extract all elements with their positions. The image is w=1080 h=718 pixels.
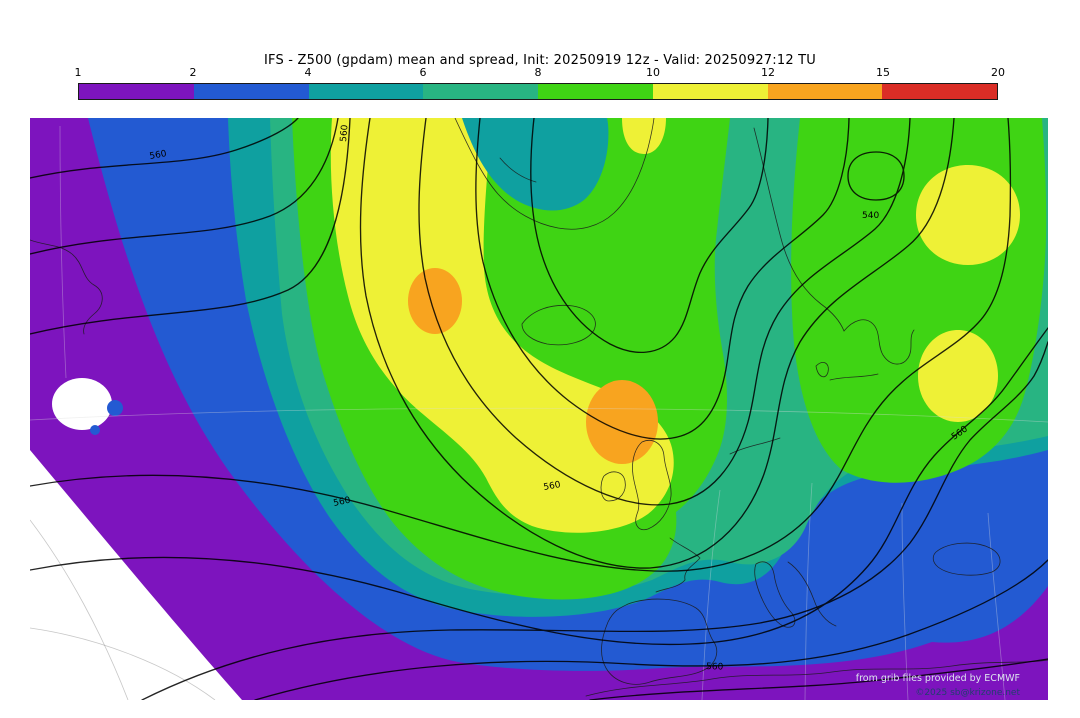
z500-contours (30, 118, 1048, 700)
z500-contour (359, 118, 955, 569)
map-canvas: 560 560 540 560 560 560 560 from grib fi… (30, 118, 1048, 700)
spread-region-orange-1 (408, 268, 462, 334)
colorbar-tick: 15 (876, 66, 890, 79)
z500-contour (475, 118, 850, 440)
z500-contour (30, 118, 1012, 572)
colorbar-tick: 20 (991, 66, 1005, 79)
ireland-coast (600, 471, 626, 502)
colorbar-tick: 10 (646, 66, 660, 79)
spread-region-yellow-topcenter (622, 118, 666, 154)
colorbar-segment (79, 84, 194, 99)
greenland-fjords (499, 157, 537, 183)
britain-coast (632, 439, 672, 531)
chart-title: IFS - Z500 (gpdam) mean and spread, Init… (264, 53, 816, 68)
colorbar-tick: 4 (304, 66, 312, 79)
z500-contour (30, 118, 351, 335)
colorbar-segment (193, 84, 309, 99)
iberia-coast (601, 598, 718, 685)
iceland-coast (521, 304, 596, 346)
colorbar-segment (538, 84, 653, 99)
colorbar-ticks: 1 2 4 6 8 10 12 15 20 (74, 66, 1006, 83)
spread-dot-blue (90, 425, 100, 435)
spread-region-green-right (791, 118, 1047, 483)
colorbar-segment (882, 84, 997, 99)
spread-region-orange-2 (586, 380, 658, 464)
z500-contour (30, 118, 339, 255)
baltic-coast (843, 319, 915, 365)
north-africa-coast (585, 659, 1048, 697)
colorbar: 1 2 4 6 8 10 12 15 20 (74, 66, 1006, 100)
coastlines (30, 118, 1048, 697)
norway-coast (753, 127, 845, 332)
z500-contour (418, 118, 911, 506)
balkan-coast (787, 561, 837, 627)
attribution-line2: ©2025 sb@krizone.net (915, 688, 1020, 698)
contour-label: 540 (862, 211, 879, 221)
colorbar-segment (423, 84, 538, 99)
z500-contour (141, 341, 1048, 700)
attribution: from grib files provided by ECMWF ©2025 … (856, 673, 1021, 698)
south-baltic-coast (829, 373, 879, 381)
z500-contour (530, 118, 769, 354)
contour-label: 560 (149, 149, 168, 162)
colorbar-segment (652, 84, 768, 99)
z500-contour (30, 118, 299, 179)
colorbar-gradient (78, 83, 998, 100)
northsea-coast (729, 437, 781, 455)
colorbar-tick: 2 (189, 66, 197, 79)
greenland-coast (454, 118, 655, 230)
contour-label: 560 (339, 124, 350, 142)
black-sea-coast (932, 542, 1001, 576)
france-coast (655, 537, 701, 593)
colorbar-segment (767, 84, 883, 99)
spread-hole-white (52, 378, 112, 430)
denmark-coast (815, 362, 829, 378)
z500-contour (30, 327, 1048, 646)
italy-coast (754, 561, 796, 628)
contour-label: 560 (543, 480, 562, 493)
spread-dot-blue (107, 400, 123, 416)
colorbar-tick: 12 (761, 66, 775, 79)
spread-region-yellow-midright (918, 330, 998, 422)
spread-fill-layers (30, 118, 1048, 700)
contour-label: 560 (333, 496, 352, 509)
attribution-line1: from grib files provided by ECMWF (856, 673, 1020, 684)
colorbar-tick: 6 (419, 66, 427, 79)
z500-contour (589, 658, 1048, 700)
contour-label: 560 (706, 662, 724, 673)
colorbar-tick: 1 (74, 66, 82, 79)
weather-map-svg: 560 560 540 560 560 560 560 from grib fi… (30, 118, 1048, 700)
colorbar-tick: 8 (534, 66, 542, 79)
spread-region-teal-greenland (462, 118, 609, 211)
z500-contour-closed-low (847, 151, 905, 201)
colorbar-segment (308, 84, 424, 99)
z500-contour (254, 559, 1048, 700)
